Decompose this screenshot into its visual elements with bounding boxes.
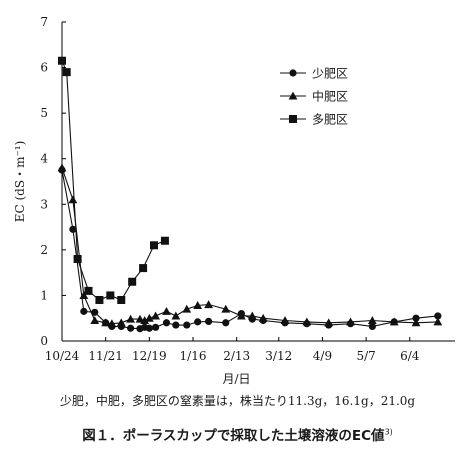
y-tick-label: 5 — [40, 106, 48, 120]
data-point-triangle — [171, 311, 181, 320]
data-point-square — [84, 286, 93, 295]
data-point-triangle — [302, 317, 312, 326]
y-tick-label: 7 — [40, 15, 48, 29]
data-point-triangle — [221, 304, 231, 313]
data-point-circle — [194, 318, 202, 326]
data-point-triangle — [433, 317, 443, 326]
data-point-square — [160, 236, 169, 245]
data-point-triangle — [151, 311, 160, 320]
data-point-circle — [204, 317, 213, 326]
data-point-square — [150, 241, 159, 250]
x-tick-label: 10/24 — [45, 349, 80, 363]
caption-reference: 3) — [384, 427, 393, 437]
data-point-triangle — [258, 313, 268, 322]
data-point-triangle — [116, 318, 126, 327]
data-point-square — [95, 295, 104, 304]
data-point-circle — [183, 321, 191, 329]
data-point-triangle — [367, 316, 377, 325]
data-point-circle — [222, 319, 230, 327]
data-point-triangle — [182, 304, 192, 313]
data-point-triangle — [280, 316, 290, 325]
data-point-triangle — [57, 163, 67, 172]
series-line-circle — [61, 170, 438, 330]
data-point-triangle — [79, 291, 89, 299]
data-point-triangle — [411, 318, 421, 327]
data-point-triangle — [126, 314, 136, 323]
data-point-triangle — [346, 317, 355, 326]
legend-marker-circle — [289, 69, 297, 77]
x-tick-label: 11/21 — [88, 349, 123, 363]
data-point-square — [62, 68, 71, 77]
data-point-triangle — [68, 195, 78, 204]
legend-marker-square — [289, 115, 297, 123]
data-point-square — [58, 56, 66, 65]
data-point-triangle — [144, 313, 154, 322]
data-point-triangle — [162, 306, 171, 315]
data-point-square — [117, 295, 126, 304]
data-point-triangle — [236, 311, 246, 320]
data-point-triangle — [324, 318, 334, 327]
x-tick-label: 2/13 — [223, 349, 250, 363]
y-tick-label: 2 — [40, 243, 48, 257]
x-tick-label: 5/7 — [356, 349, 375, 363]
x-axis-title: 月/日 — [222, 372, 250, 386]
data-point-circle — [412, 314, 420, 322]
legend-label: 多肥区 — [312, 113, 348, 127]
data-point-circle — [368, 322, 376, 331]
data-point-square — [128, 277, 137, 286]
legend-label: 中肥区 — [312, 89, 348, 104]
data-point-circle — [162, 319, 171, 327]
data-point-triangle — [204, 300, 213, 309]
x-tick-label: 1/16 — [180, 349, 207, 363]
data-point-triangle — [101, 318, 111, 327]
data-point-triangle — [90, 316, 100, 325]
x-tick-label: 6/4 — [400, 349, 420, 363]
y-tick-label: 4 — [40, 152, 48, 166]
data-point-circle — [127, 324, 135, 332]
y-axis-title: EC (dS・m⁻¹) — [13, 141, 27, 223]
data-point-circle — [151, 323, 160, 331]
data-point-circle — [80, 307, 88, 315]
y-tick-label: 1 — [40, 288, 48, 302]
figure-caption: 図１．ポーラスカップで採取した土壌溶液のEC値3) — [0, 424, 475, 445]
data-point-circle — [69, 225, 77, 233]
y-tick-label: 0 — [40, 334, 48, 348]
data-point-square — [73, 254, 82, 263]
data-point-triangle — [389, 317, 399, 326]
data-point-circle — [434, 312, 442, 320]
x-tick-label: 3/12 — [265, 349, 292, 363]
data-point-triangle — [140, 316, 150, 325]
legend-label: 少肥区 — [312, 67, 348, 81]
data-point-circle — [145, 324, 153, 332]
y-tick-label: 6 — [40, 61, 48, 75]
data-point-triangle — [193, 301, 203, 309]
data-point-circle — [91, 308, 99, 316]
x-tick-label: 4/9 — [313, 349, 332, 363]
data-point-circle — [172, 321, 180, 329]
nitrogen-note: 少肥，中肥，多肥区の窒素量は，株当たり11.3g，16.1g，21.0g — [59, 394, 416, 408]
data-point-triangle — [247, 311, 257, 320]
caption-text: 図１．ポーラスカップで採取した土壌溶液のEC値 — [82, 428, 385, 444]
y-tick-label: 3 — [40, 197, 48, 211]
legend-marker-triangle — [288, 91, 298, 100]
data-point-triangle — [107, 319, 117, 328]
data-point-square — [139, 264, 148, 273]
data-point-square — [106, 291, 115, 300]
x-tick-label: 12/19 — [132, 349, 167, 363]
